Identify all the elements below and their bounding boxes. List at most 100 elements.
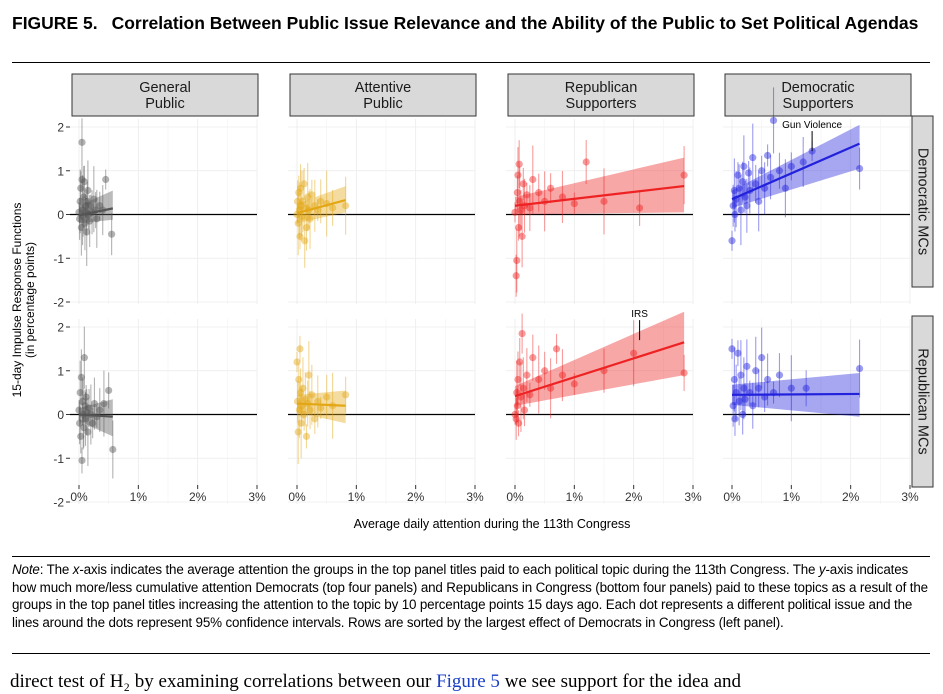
fit-line: [731, 392, 860, 396]
y-tick-label: 2: [57, 121, 64, 135]
data-point: [735, 184, 743, 192]
row-strip-label: Republican MCs: [915, 348, 931, 454]
body-text-line: direct test of H₂ by examining correlati…: [10, 664, 940, 694]
y-tick-label: 0: [57, 408, 64, 422]
data-point: [552, 345, 561, 353]
data-point: [76, 197, 84, 205]
data-point: [80, 424, 88, 432]
data-point: [570, 199, 578, 208]
data-point: [87, 202, 95, 210]
data-point: [519, 180, 527, 188]
x-tick-label: 1%: [783, 490, 801, 504]
title-rule: [12, 62, 930, 63]
data-point: [300, 180, 308, 188]
y-tick-label: -1: [53, 252, 64, 266]
data-point: [76, 389, 84, 397]
data-point: [535, 375, 543, 384]
data-point: [516, 358, 524, 366]
x-tick-label: 2%: [407, 490, 425, 504]
data-point: [296, 389, 305, 397]
data-point: [766, 173, 775, 181]
data-point: [752, 367, 760, 375]
data-point: [730, 375, 738, 384]
data-point: [90, 399, 99, 408]
data-point: [75, 419, 84, 427]
data-point: [600, 197, 608, 205]
figure-link[interactable]: Figure 5: [436, 671, 500, 692]
data-point: [749, 154, 757, 162]
data-point: [81, 219, 89, 227]
row-strip-label: Democratic MCs: [915, 148, 931, 255]
data-point: [582, 158, 590, 166]
data-point: [781, 184, 790, 192]
data-point: [295, 375, 303, 384]
fit-line: [514, 341, 685, 398]
data-point: [77, 184, 85, 192]
data-point: [745, 169, 753, 177]
data-point: [739, 178, 747, 186]
data-point: [518, 329, 526, 338]
confidence-ribbon: [297, 186, 346, 224]
data-point: [81, 202, 90, 210]
data-point: [734, 171, 742, 179]
data-point: [299, 197, 307, 205]
data-point: [519, 384, 527, 392]
data-point: [75, 406, 83, 414]
data-point: [541, 367, 549, 375]
data-point: [855, 364, 864, 373]
data-point: [799, 158, 807, 166]
data-point: [764, 375, 772, 384]
data-point: [518, 232, 526, 240]
data-point: [308, 391, 316, 399]
data-point: [743, 362, 751, 370]
data-point: [294, 219, 302, 227]
row-strip-2: [911, 315, 934, 488]
data-point: [680, 369, 688, 377]
data-point: [96, 202, 104, 210]
data-point: [81, 415, 90, 423]
data-point: [740, 384, 748, 392]
data-point: [730, 186, 738, 195]
data-point: [749, 402, 757, 410]
x-tick-label: 1%: [348, 490, 366, 504]
x-axis-title: Average daily attention during the 113th…: [354, 517, 631, 531]
fit-line: [296, 199, 346, 215]
data-point: [295, 406, 303, 414]
data-point: [102, 175, 110, 184]
y-tick-label: -2: [53, 296, 64, 310]
data-point: [558, 371, 567, 379]
fit-line: [296, 402, 346, 407]
data-point: [90, 195, 98, 203]
data-point: [529, 175, 537, 184]
data-point: [323, 393, 331, 401]
figure-note: Note: The x-axis indicates the average a…: [12, 561, 932, 631]
data-point: [769, 116, 778, 125]
data-point: [314, 397, 322, 405]
body-text-after: we see support for the idea and: [504, 671, 742, 692]
data-point: [294, 428, 302, 436]
data-point: [81, 402, 89, 410]
note-part: : The: [39, 562, 73, 577]
data-point: [731, 415, 739, 423]
data-point: [729, 402, 737, 410]
facet-strip-label: Supporters: [566, 96, 637, 112]
x-tick-label: 2%: [842, 490, 860, 504]
data-point: [317, 404, 325, 412]
data-point: [342, 202, 350, 210]
data-point: [77, 432, 85, 440]
data-point: [558, 193, 567, 201]
facet-strip-label: General: [139, 80, 191, 96]
facet-scatter-chart: GeneralPublicAttentivePublicRepublicanSu…: [10, 73, 934, 531]
data-point: [802, 384, 810, 392]
data-point: [300, 410, 308, 419]
data-point: [78, 175, 86, 184]
data-point: [296, 232, 304, 240]
data-point: [511, 410, 519, 419]
note-part: y: [818, 562, 826, 577]
data-point: [80, 354, 88, 362]
x-tick-label: 0%: [506, 490, 524, 504]
data-point: [728, 345, 736, 353]
facet-strip-1: [71, 73, 259, 117]
data-point: [295, 189, 303, 197]
data-point: [758, 167, 766, 175]
